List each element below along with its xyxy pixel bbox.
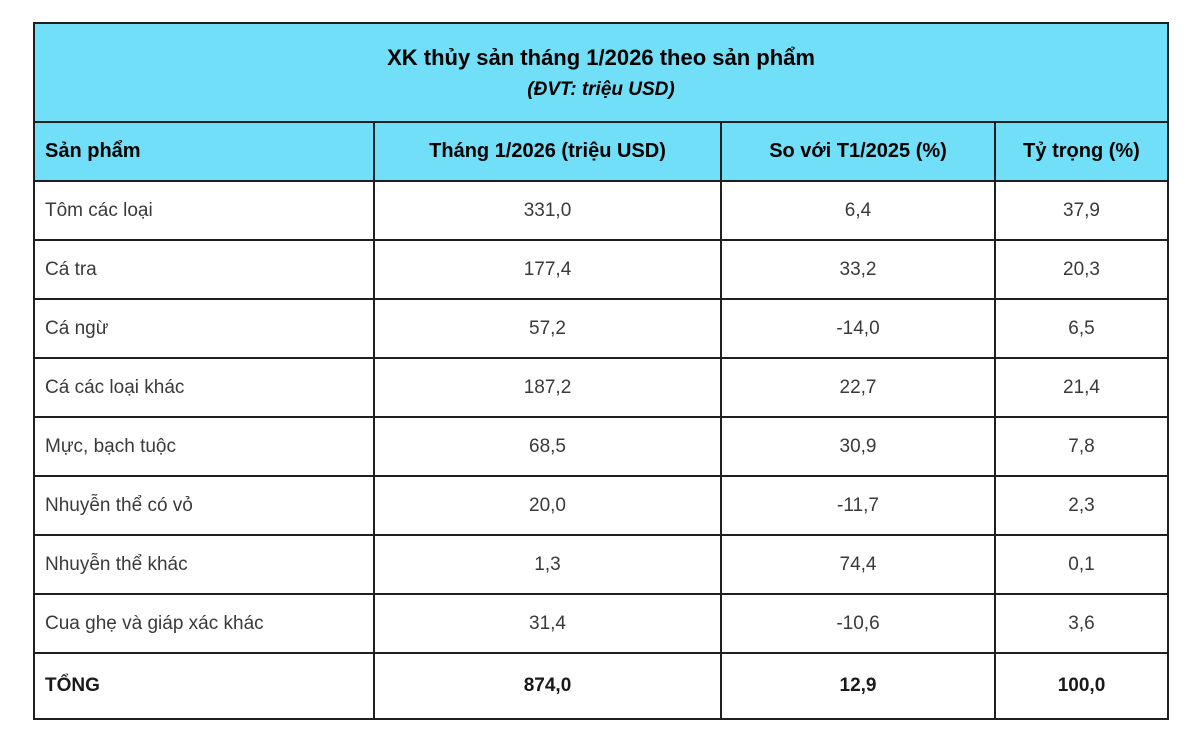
- value-cell: 20,0: [373, 475, 722, 536]
- product-cell: Cá các loại khác: [33, 357, 375, 418]
- value-cell: 331,0: [373, 180, 722, 241]
- total-value-cell: 874,0: [373, 652, 722, 720]
- share-cell: 7,8: [993, 416, 1170, 477]
- share-cell: 6,5: [993, 298, 1170, 359]
- table-row: Nhuyễn thể có vỏ 20,0 -11,7 2,3: [33, 475, 1170, 536]
- table-row: Mực, bạch tuộc 68,5 30,9 7,8: [33, 416, 1170, 477]
- total-yoy-cell: 12,9: [720, 652, 996, 720]
- total-label-cell: TỔNG: [33, 652, 375, 720]
- yoy-cell: -11,7: [720, 475, 996, 536]
- yoy-cell: 6,4: [720, 180, 996, 241]
- yoy-cell: 33,2: [720, 239, 996, 300]
- yoy-cell: 74,4: [720, 534, 996, 595]
- seafood-export-table: XK thủy sản tháng 1/2026 theo sản phẩm (…: [32, 22, 1170, 720]
- total-share-cell: 100,0: [993, 652, 1170, 720]
- table-row: Cua ghẹ và giáp xác khác 31,4 -10,6 3,6: [33, 593, 1170, 654]
- yoy-cell: 22,7: [720, 357, 996, 418]
- table-title: XK thủy sản tháng 1/2026 theo sản phẩm: [387, 44, 815, 70]
- value-cell: 68,5: [373, 416, 722, 477]
- seafood-export-table-container: XK thủy sản tháng 1/2026 theo sản phẩm (…: [32, 22, 1170, 720]
- yoy-cell: 30,9: [720, 416, 996, 477]
- total-row: TỔNG 874,0 12,9 100,0: [33, 652, 1170, 720]
- value-cell: 1,3: [373, 534, 722, 595]
- value-cell: 177,4: [373, 239, 722, 300]
- column-header-share: Tỷ trọng (%): [993, 121, 1170, 182]
- yoy-cell: -10,6: [720, 593, 996, 654]
- value-cell: 187,2: [373, 357, 722, 418]
- value-cell: 57,2: [373, 298, 722, 359]
- table-row: Cá các loại khác 187,2 22,7 21,4: [33, 357, 1170, 418]
- product-cell: Cua ghẹ và giáp xác khác: [33, 593, 375, 654]
- table-unit-note: (ĐVT: triệu USD): [527, 78, 675, 100]
- product-cell: Mực, bạch tuộc: [33, 416, 375, 477]
- column-header-value: Tháng 1/2026 (triệu USD): [373, 121, 722, 182]
- table-row: Cá tra 177,4 33,2 20,3: [33, 239, 1170, 300]
- product-cell: Nhuyễn thể có vỏ: [33, 475, 375, 536]
- product-cell: Tôm các loại: [33, 180, 375, 241]
- table-title-cell: XK thủy sản tháng 1/2026 theo sản phẩm (…: [32, 22, 1170, 123]
- column-header-yoy: So với T1/2025 (%): [720, 121, 996, 182]
- title-row: XK thủy sản tháng 1/2026 theo sản phẩm (…: [32, 22, 1170, 123]
- share-cell: 20,3: [993, 239, 1170, 300]
- table-row: Cá ngừ 57,2 -14,0 6,5: [33, 298, 1170, 359]
- column-header-row: Sản phẩm Tháng 1/2026 (triệu USD) So với…: [33, 121, 1170, 182]
- share-cell: 21,4: [993, 357, 1170, 418]
- table-row: Tôm các loại 331,0 6,4 37,9: [33, 180, 1170, 241]
- share-cell: 37,9: [993, 180, 1170, 241]
- share-cell: 0,1: [993, 534, 1170, 595]
- column-header-product: Sản phẩm: [33, 121, 375, 182]
- value-cell: 31,4: [373, 593, 722, 654]
- table-row: Nhuyễn thể khác 1,3 74,4 0,1: [33, 534, 1170, 595]
- share-cell: 2,3: [993, 475, 1170, 536]
- yoy-cell: -14,0: [720, 298, 996, 359]
- product-cell: Nhuyễn thể khác: [33, 534, 375, 595]
- product-cell: Cá tra: [33, 239, 375, 300]
- share-cell: 3,6: [993, 593, 1170, 654]
- product-cell: Cá ngừ: [33, 298, 375, 359]
